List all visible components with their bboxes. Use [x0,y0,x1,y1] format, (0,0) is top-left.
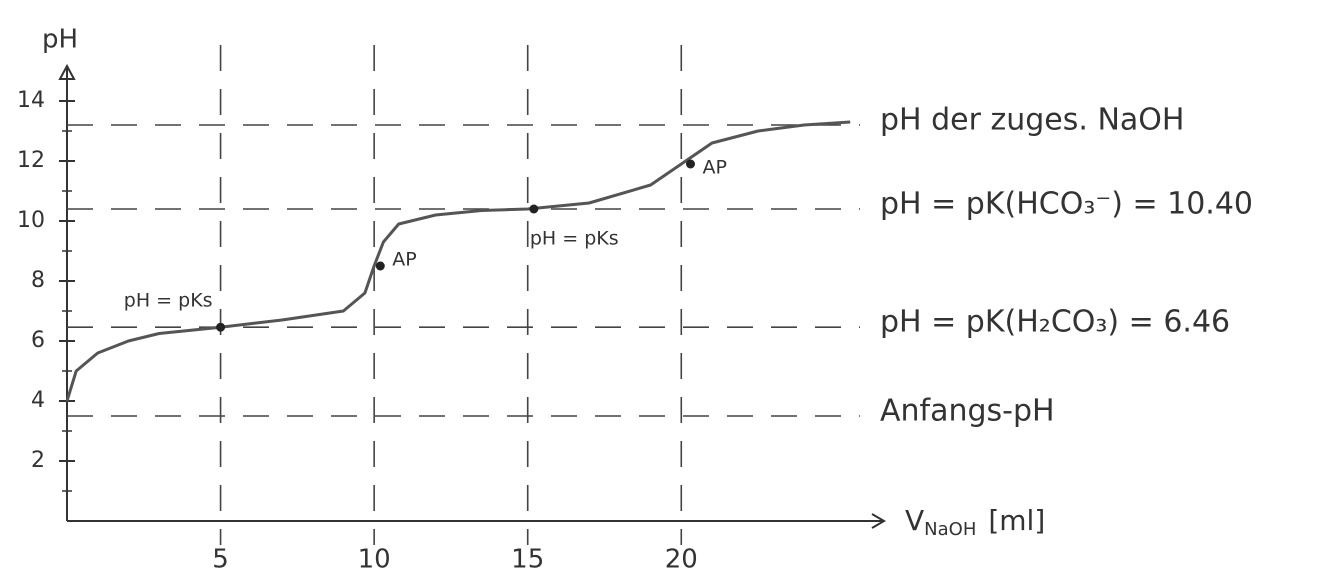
y-axis-label: pH [42,25,78,55]
reference-label: pH der zuges. NaOH [880,103,1184,138]
x-label-subscript: NaOH [924,519,976,540]
x-axis-label: VNaOH [ml] [905,504,1045,540]
curve [67,122,850,401]
x-label-unit: [ml] [988,504,1045,537]
x-tick-label: 20 [665,545,698,575]
y-tick-label: 2 [31,448,45,473]
marked-point [376,262,385,271]
point-label: pH = pKs [530,228,619,250]
x-label-symbol: V [905,504,924,537]
page: pH VNaOH [ml] 2 4 6 8 10 12 14 5 10 15 20 pH der zug… [0,0,1343,575]
point-label: pH = pKs [124,290,213,312]
x-tick-label: 10 [358,545,391,575]
marked-point [216,323,225,332]
marked-point [686,160,695,169]
reference-label: pH = pK(HCO₃⁻) = 10.40 [880,187,1253,222]
point-label: AP [392,249,416,271]
y-tick-label: 6 [31,328,45,353]
y-tick-label: 14 [17,88,45,113]
y-axis [60,66,74,521]
reference-label: Anfangs-pH [880,394,1055,429]
x-tick-label: 15 [511,545,544,575]
y-tick-label: 10 [17,208,45,233]
x-axis [67,514,884,528]
chart: pH VNaOH [ml] 2 4 6 8 10 12 14 5 10 15 20 pH der zug… [0,0,1343,575]
y-tick-label: 4 [31,388,45,413]
y-tick-label: 12 [17,148,45,173]
y-tick-label: 8 [31,268,45,293]
marked-point [529,205,538,214]
x-tick-label: 5 [212,545,229,575]
reference-label: pH = pK(H₂CO₃) = 6.46 [880,305,1230,340]
point-label: AP [703,157,727,179]
